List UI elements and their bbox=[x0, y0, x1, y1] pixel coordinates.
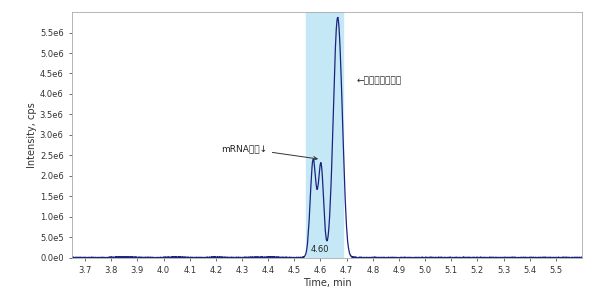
Text: ←リボザイム断片: ←リボザイム断片 bbox=[357, 76, 402, 85]
Bar bbox=[306, 12, 343, 258]
Y-axis label: Intensity, cps: Intensity, cps bbox=[27, 102, 37, 168]
X-axis label: Time, min: Time, min bbox=[302, 278, 352, 288]
Text: mRNA断片↓: mRNA断片↓ bbox=[221, 144, 317, 160]
Text: 4.60: 4.60 bbox=[310, 245, 329, 254]
